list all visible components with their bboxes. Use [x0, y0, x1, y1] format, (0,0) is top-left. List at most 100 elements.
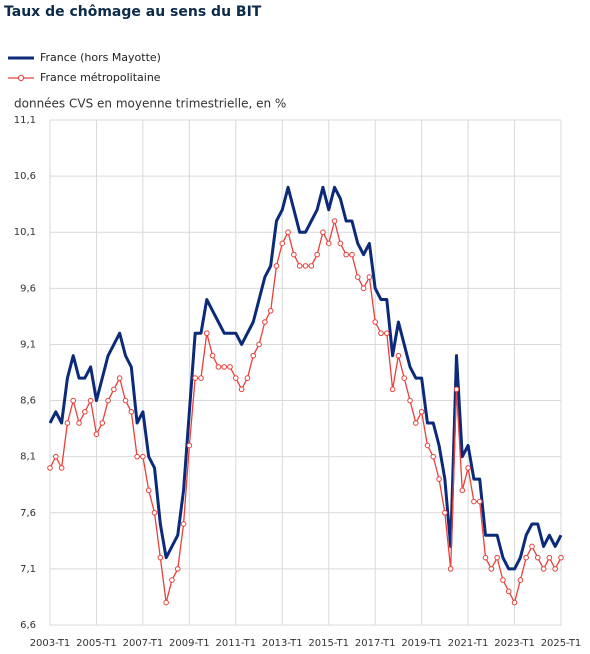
y-tick-label: 7,6 [20, 508, 36, 519]
x-tick-label: 2003-T1 [30, 638, 71, 649]
point [413, 420, 419, 426]
legend-label: France (hors Mayotte) [40, 51, 161, 64]
point [471, 498, 477, 505]
x-tick-label: 2013-T1 [262, 638, 303, 649]
point [174, 566, 181, 572]
point [459, 487, 466, 494]
point [233, 375, 239, 381]
y-tick-label: 11,1 [14, 115, 36, 126]
y-tick-label: 8,6 [20, 396, 36, 407]
chart-title: Taux de chômage au sens du BIT [4, 4, 262, 20]
point [291, 251, 297, 258]
point [442, 509, 448, 516]
point [180, 521, 187, 527]
point [64, 420, 71, 426]
point [267, 307, 274, 314]
y-tick-label: 6,6 [20, 620, 36, 631]
point [157, 554, 164, 561]
point [163, 599, 169, 606]
point [389, 386, 396, 393]
point [395, 352, 402, 359]
point [192, 375, 198, 381]
point [87, 397, 94, 404]
y-tick-label: 9,1 [20, 339, 36, 350]
point [552, 566, 558, 572]
point [488, 566, 495, 572]
point [53, 453, 59, 460]
point [93, 431, 100, 438]
point [262, 319, 268, 325]
point [418, 408, 425, 415]
point [337, 240, 344, 247]
point [70, 397, 77, 404]
point [453, 386, 460, 393]
point [256, 341, 262, 348]
point [82, 408, 88, 415]
point [383, 330, 390, 337]
point [360, 285, 367, 292]
x-tick-label: 2007-T1 [123, 638, 164, 649]
point [221, 364, 228, 370]
point [99, 420, 106, 426]
series-line [49, 220, 562, 604]
point [285, 229, 291, 236]
y-axis-label: données CVS en moyenne trimestrielle, en… [14, 97, 286, 111]
point [465, 465, 471, 471]
point [244, 375, 251, 381]
point [325, 240, 332, 247]
point [500, 577, 506, 583]
point [302, 263, 309, 269]
point [145, 487, 152, 494]
point [227, 364, 233, 370]
x-tick-label: 2019-T1 [401, 638, 442, 649]
point [215, 364, 222, 370]
point [314, 251, 320, 258]
point [424, 442, 431, 449]
x-tick-label: 2025-T1 [541, 638, 582, 649]
x-tick-label: 2009-T1 [169, 638, 210, 649]
point [534, 554, 541, 561]
point [203, 330, 210, 337]
x-tick-label: 2011-T1 [216, 638, 257, 649]
point [558, 554, 564, 561]
point [331, 218, 338, 224]
point [540, 566, 547, 572]
point [122, 397, 129, 404]
point [140, 453, 146, 460]
point [186, 442, 193, 449]
point [151, 509, 158, 516]
point [198, 375, 204, 381]
point [76, 420, 82, 426]
x-tick-label: 2015-T1 [308, 638, 349, 649]
point [447, 566, 454, 572]
point [169, 577, 175, 583]
point [366, 274, 373, 280]
point [511, 599, 518, 606]
point [296, 263, 303, 269]
point [529, 543, 535, 550]
legend-marker [17, 74, 25, 82]
point [494, 554, 500, 561]
point [401, 375, 408, 381]
point [47, 465, 53, 471]
point [105, 397, 111, 404]
point [378, 330, 384, 337]
point [430, 453, 437, 460]
point [58, 465, 65, 471]
point [436, 476, 442, 482]
point [517, 577, 524, 583]
x-tick-label: 2017-T1 [355, 638, 396, 649]
point [546, 554, 553, 561]
y-tick-label: 9,6 [20, 283, 36, 294]
point [250, 352, 257, 359]
point [116, 375, 123, 381]
y-tick-label: 8,1 [20, 452, 36, 463]
y-tick-label: 10,6 [14, 171, 36, 182]
x-tick-label: 2021-T1 [448, 638, 489, 649]
point [354, 274, 361, 280]
point [523, 554, 529, 561]
x-tick-label: 2023-T1 [494, 638, 535, 649]
point [279, 240, 286, 247]
point [349, 251, 355, 258]
